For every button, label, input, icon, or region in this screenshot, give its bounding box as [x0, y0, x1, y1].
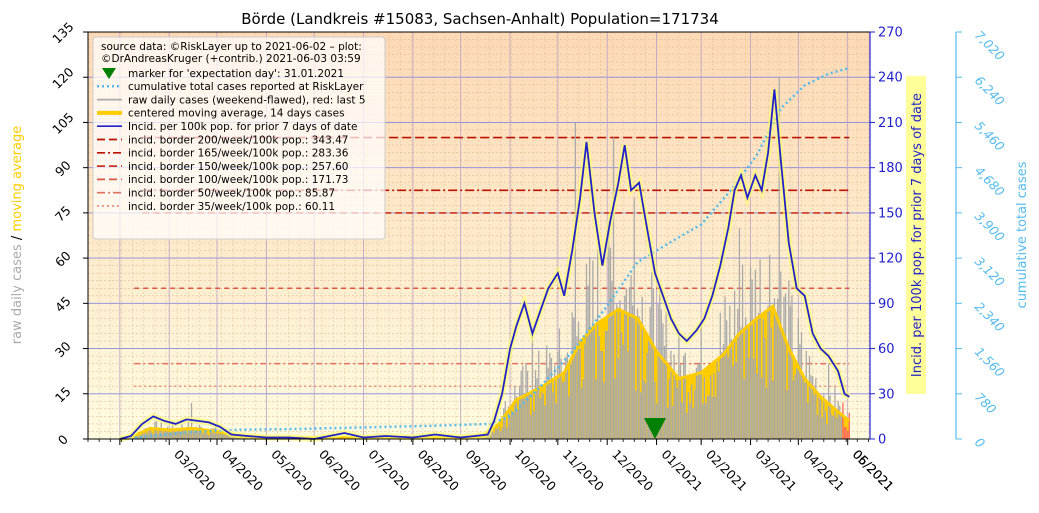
legend-entries: marker for 'expectation day': 31.01.2021…	[97, 68, 366, 213]
right-tick-label: 210	[878, 116, 903, 131]
legend-source-line-2: ©DrAndreasKruger (+contrib.) 2021-06-03 …	[101, 53, 361, 65]
right-tick-label: 270	[878, 26, 903, 41]
left-axis-label: raw daily cases / moving average	[10, 126, 25, 344]
left-axis-label-raw: raw daily cases	[10, 244, 25, 344]
legend-box	[92, 36, 386, 240]
far-right-tick-label: 4,680	[972, 163, 1008, 199]
left-tick-label: 15	[52, 384, 74, 406]
left-tick-label: 135	[49, 19, 76, 46]
left-tick-label: 75	[52, 203, 74, 225]
legend-entry-label: cumulative total cases reported at RiskL…	[128, 81, 364, 93]
x-tick-label: 12/2020	[609, 447, 656, 494]
right-axis-label-bg	[906, 76, 926, 394]
left-tick-label: 105	[49, 110, 76, 137]
left-tick-label: 90	[52, 158, 74, 180]
left-axis-label-avg: moving average	[10, 126, 25, 232]
right-tick-label: 60	[878, 342, 895, 357]
far-right-axis-label: cumulative total cases	[1015, 161, 1030, 308]
far-right-tick-label: 5,460	[972, 118, 1008, 154]
expectation-day-marker	[643, 418, 666, 439]
left-axis: 0 15 30 45 60 75 90 105 120 135	[49, 19, 88, 448]
legend-marker-triangle	[102, 68, 116, 79]
far-right-tick-label: 3,900	[972, 208, 1008, 244]
x-tick-label: 01/2021	[658, 447, 705, 494]
far-right-tick-label: 2,340	[972, 299, 1008, 335]
legend-entry-label: incid. border 200/week/100k pop.: 343.47	[128, 134, 348, 146]
moving-average-area	[119, 306, 850, 439]
far-right-tick-label: 7,020	[972, 28, 1008, 64]
right-tick-label: 150	[878, 206, 903, 221]
right-tick-label: 180	[878, 161, 903, 176]
legend-entry-label: incid. border 35/week/100k pop.: 60.11	[128, 201, 335, 213]
x-tick-label: 06/2020	[316, 447, 363, 494]
legend-entry-label: marker for 'expectation day': 31.01.2021	[128, 68, 344, 80]
left-tick-label: 60	[52, 248, 74, 270]
legend-entry-label: incid. border 100/week/100k pop.: 171.73	[128, 174, 348, 186]
x-tick-label: 06/2021	[850, 447, 897, 494]
x-tick-label: 10/2020	[512, 447, 559, 494]
x-axis: 03/2020 04/2020 05/2020 06/2020 07/2020 08/20…	[87, 439, 897, 494]
x-tick-label: 04/2020	[219, 447, 266, 494]
right-tick-label: 30	[878, 387, 895, 402]
far-right-tick-label: 6,240	[972, 73, 1008, 109]
x-tick-label: 02/2021	[703, 447, 750, 494]
x-tick-label: 05/2020	[268, 447, 315, 494]
left-axis-label-sep: /	[10, 232, 25, 245]
x-tick-label: 08/2020	[415, 447, 462, 494]
legend-entry-label: incid. border 150/week/100k pop.: 257.60	[128, 161, 348, 173]
legend-entry-label: incid. border 50/week/100k pop.: 85.87	[128, 188, 335, 200]
far-right-tick-label: 3,120	[972, 254, 1008, 290]
legend-entry-label: incid. border 165/week/100k pop.: 283.36	[128, 148, 349, 160]
legend-source-line-1: source data: ©RiskLayer up to 2021-06-02…	[101, 41, 362, 53]
chart-title: Börde (Landkreis #15083, Sachsen-Anhalt)…	[241, 10, 719, 28]
legend-entry-label: raw daily cases (weekend-flawed), red: l…	[128, 94, 366, 106]
incidence-line	[119, 89, 850, 440]
right-tick-label: 0	[878, 433, 886, 448]
left-tick-label: 45	[52, 293, 74, 315]
far-right-tick-label: 1,560	[972, 344, 1008, 380]
left-tick-label: 0	[55, 432, 71, 448]
x-tick-label: 04/2021	[800, 447, 847, 494]
legend-entry-label: Incid. per 100k pop. for prior 7 days of…	[128, 121, 357, 133]
right-tick-label: 240	[878, 71, 903, 86]
right-axis-label: Incid. per 100k pop. for prior 7 days of…	[910, 93, 925, 377]
far-right-tick-label: 0	[972, 435, 988, 451]
right-tick-label: 90	[878, 297, 895, 312]
x-tick-label: 11/2020	[560, 447, 607, 494]
x-tick-label: 07/2020	[365, 447, 412, 494]
left-tick-label: 30	[52, 338, 74, 360]
x-tick-label: 09/2020	[463, 447, 510, 494]
far-right-tick-label: 780	[972, 389, 1000, 417]
far-right-axis: 0 780 1,560 2,340 3,120 3,900 4,680 5,460 6,240 7…	[955, 28, 1008, 451]
legend: source data: ©RiskLayer up to 2021-06-02…	[92, 36, 386, 240]
right-tick-label: 120	[878, 252, 903, 267]
right-axis: 0 30 60 90 120 150 180 210 240 270	[869, 26, 903, 448]
x-tick-label: 03/2020	[171, 447, 218, 494]
x-tick-label: 03/2021	[752, 447, 799, 494]
left-tick-label: 120	[49, 64, 77, 92]
legend-entry-label: centered moving average, 14 days cases	[128, 108, 345, 120]
